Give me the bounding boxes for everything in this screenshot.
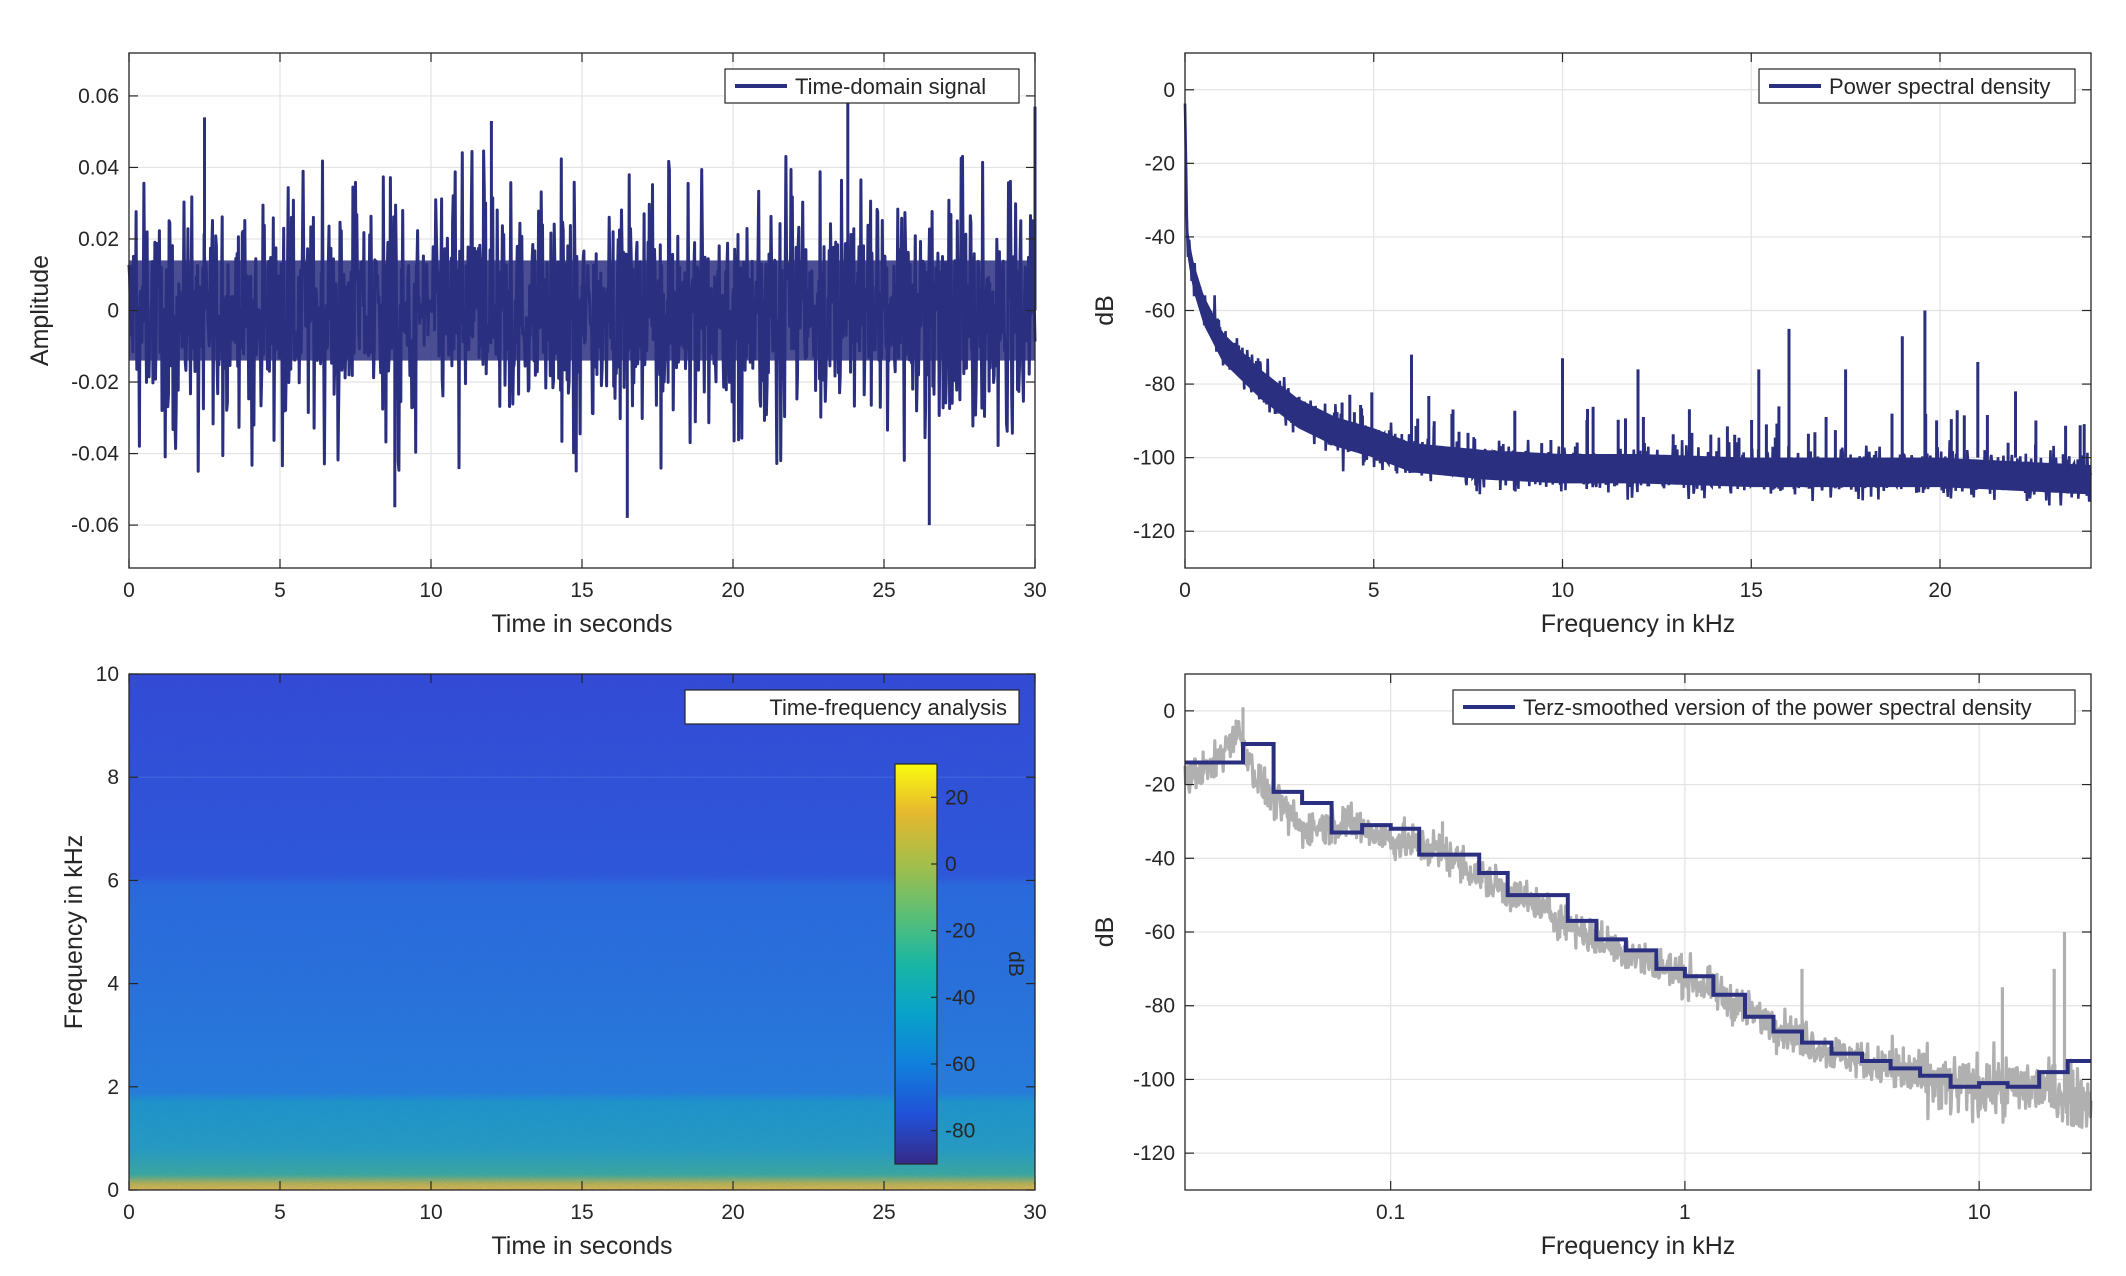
legend-box [1452,689,2076,725]
x-tick-label: 0 [123,1201,135,1224]
y-tick-label: -20 [1145,152,1175,175]
colorbar-tick-label: -20 [945,920,975,943]
x-tick-label: 20 [721,1201,744,1224]
signal-core [129,260,1035,361]
y-tick-label: -0.02 [71,371,119,394]
x-axis-label: Time in seconds [491,610,672,638]
x-tick-label: 5 [1368,579,1380,602]
x-tick-label: 0 [123,579,135,602]
spectrogram-noise [129,674,1035,1190]
terz-smoothed-line [1185,742,2091,1089]
y-tick-label: -60 [1145,300,1175,323]
colorbar [894,763,938,1165]
spectrogram-panel: -80 -60 -40 -20 0 20 dB 0 5 10 15 20 25 30 0 2 4 6 8 10 Time… [60,663,1047,1260]
x-tick-label: 5 [274,1201,286,1224]
y-tick-label: -80 [1145,373,1175,396]
y-tick-label: 8 [107,766,119,789]
x-tick-label: 20 [721,579,744,602]
x-axis-label: Frequency in kHz [1541,1232,1736,1260]
colorbar-label: dB [1004,951,1027,977]
y-tick-label: 0 [107,300,119,323]
x-tick-label: 20 [1928,579,1951,602]
y-tick-label: -80 [1145,995,1175,1018]
legend-label: Power spectral density [1829,74,2050,99]
colorbar-tick-label: -40 [945,986,975,1009]
psd-panel: 0 5 10 15 20 -120 -100 -80 -60 -40 -20 0 Frequency i… [1091,52,2093,638]
terz-panel: 0.1 1 10 -120 -100 -80 -60 -40 -20 0 Frequency in … [1091,673,2093,1260]
x-tick-label: 25 [872,1201,895,1224]
x-tick-label: 15 [570,579,593,602]
colorbar-tick-label: -80 [945,1120,975,1143]
x-tick-label: 30 [1023,579,1046,602]
x-tick-label: 10 [419,579,442,602]
legend-label: Terz-smoothed version of the power spect… [1523,695,2032,720]
y-tick-label: 0 [107,1179,119,1202]
y-tick-label: 0.04 [78,156,119,179]
x-tick-label: 15 [1740,579,1763,602]
y-tick-label: 0.02 [78,228,119,251]
y-axis-label: dB [1091,917,1119,948]
y-tick-label: -60 [1145,921,1175,944]
y-tick-label: -0.06 [71,514,119,537]
x-axis-label: Frequency in kHz [1541,610,1736,638]
legend-label: Time-domain signal [795,74,986,99]
time-domain-panel: 0 5 10 15 20 25 30 -0.06 -0.04 -0.02 0 0.02 0.04 0.06… [26,52,1047,638]
y-tick-label: -100 [1133,1068,1175,1091]
y-tick-label: -40 [1145,226,1175,249]
y-tick-label: -20 [1145,774,1175,797]
y-tick-label: 0 [1163,700,1175,723]
x-tick-label: 30 [1023,1201,1046,1224]
y-tick-label: -120 [1133,520,1175,543]
colorbar-tick-label: 20 [945,786,968,809]
y-tick-label: -0.04 [71,443,119,466]
x-tick-label: 0.1 [1376,1201,1405,1224]
x-tick-label: 0 [1179,579,1191,602]
x-tick-label: 10 [1551,579,1574,602]
y-tick-label: -100 [1133,447,1175,470]
x-axis-label: Time in seconds [491,1232,672,1260]
colorbar-tick-label: -60 [945,1053,975,1076]
y-tick-label: 0.06 [78,85,119,108]
psd-spikes [1340,310,2086,480]
y-tick-label: 0 [1163,79,1175,102]
y-tick-label: 4 [107,973,119,996]
y-tick-label: 10 [96,663,119,686]
legend-box [684,689,1020,725]
x-tick-label: 10 [1967,1201,1990,1224]
x-tick-label: 1 [1679,1201,1691,1224]
y-axis-label: dB [1091,295,1119,326]
x-tick-label: 15 [570,1201,593,1224]
y-tick-label: -40 [1145,847,1175,870]
psd-line [1183,103,2093,506]
x-tick-label: 25 [872,579,895,602]
y-tick-label: -120 [1133,1142,1175,1165]
legend-label: Time-frequency analysis [769,695,1007,720]
y-axis-label: Amplitude [26,255,54,366]
colorbar-tick-label: 0 [945,853,957,876]
x-tick-label: 10 [419,1201,442,1224]
y-axis-label: Frequency in kHz [60,835,88,1030]
x-tick-label: 5 [274,579,286,602]
y-tick-label: 6 [107,869,119,892]
y-tick-label: 2 [107,1076,119,1099]
